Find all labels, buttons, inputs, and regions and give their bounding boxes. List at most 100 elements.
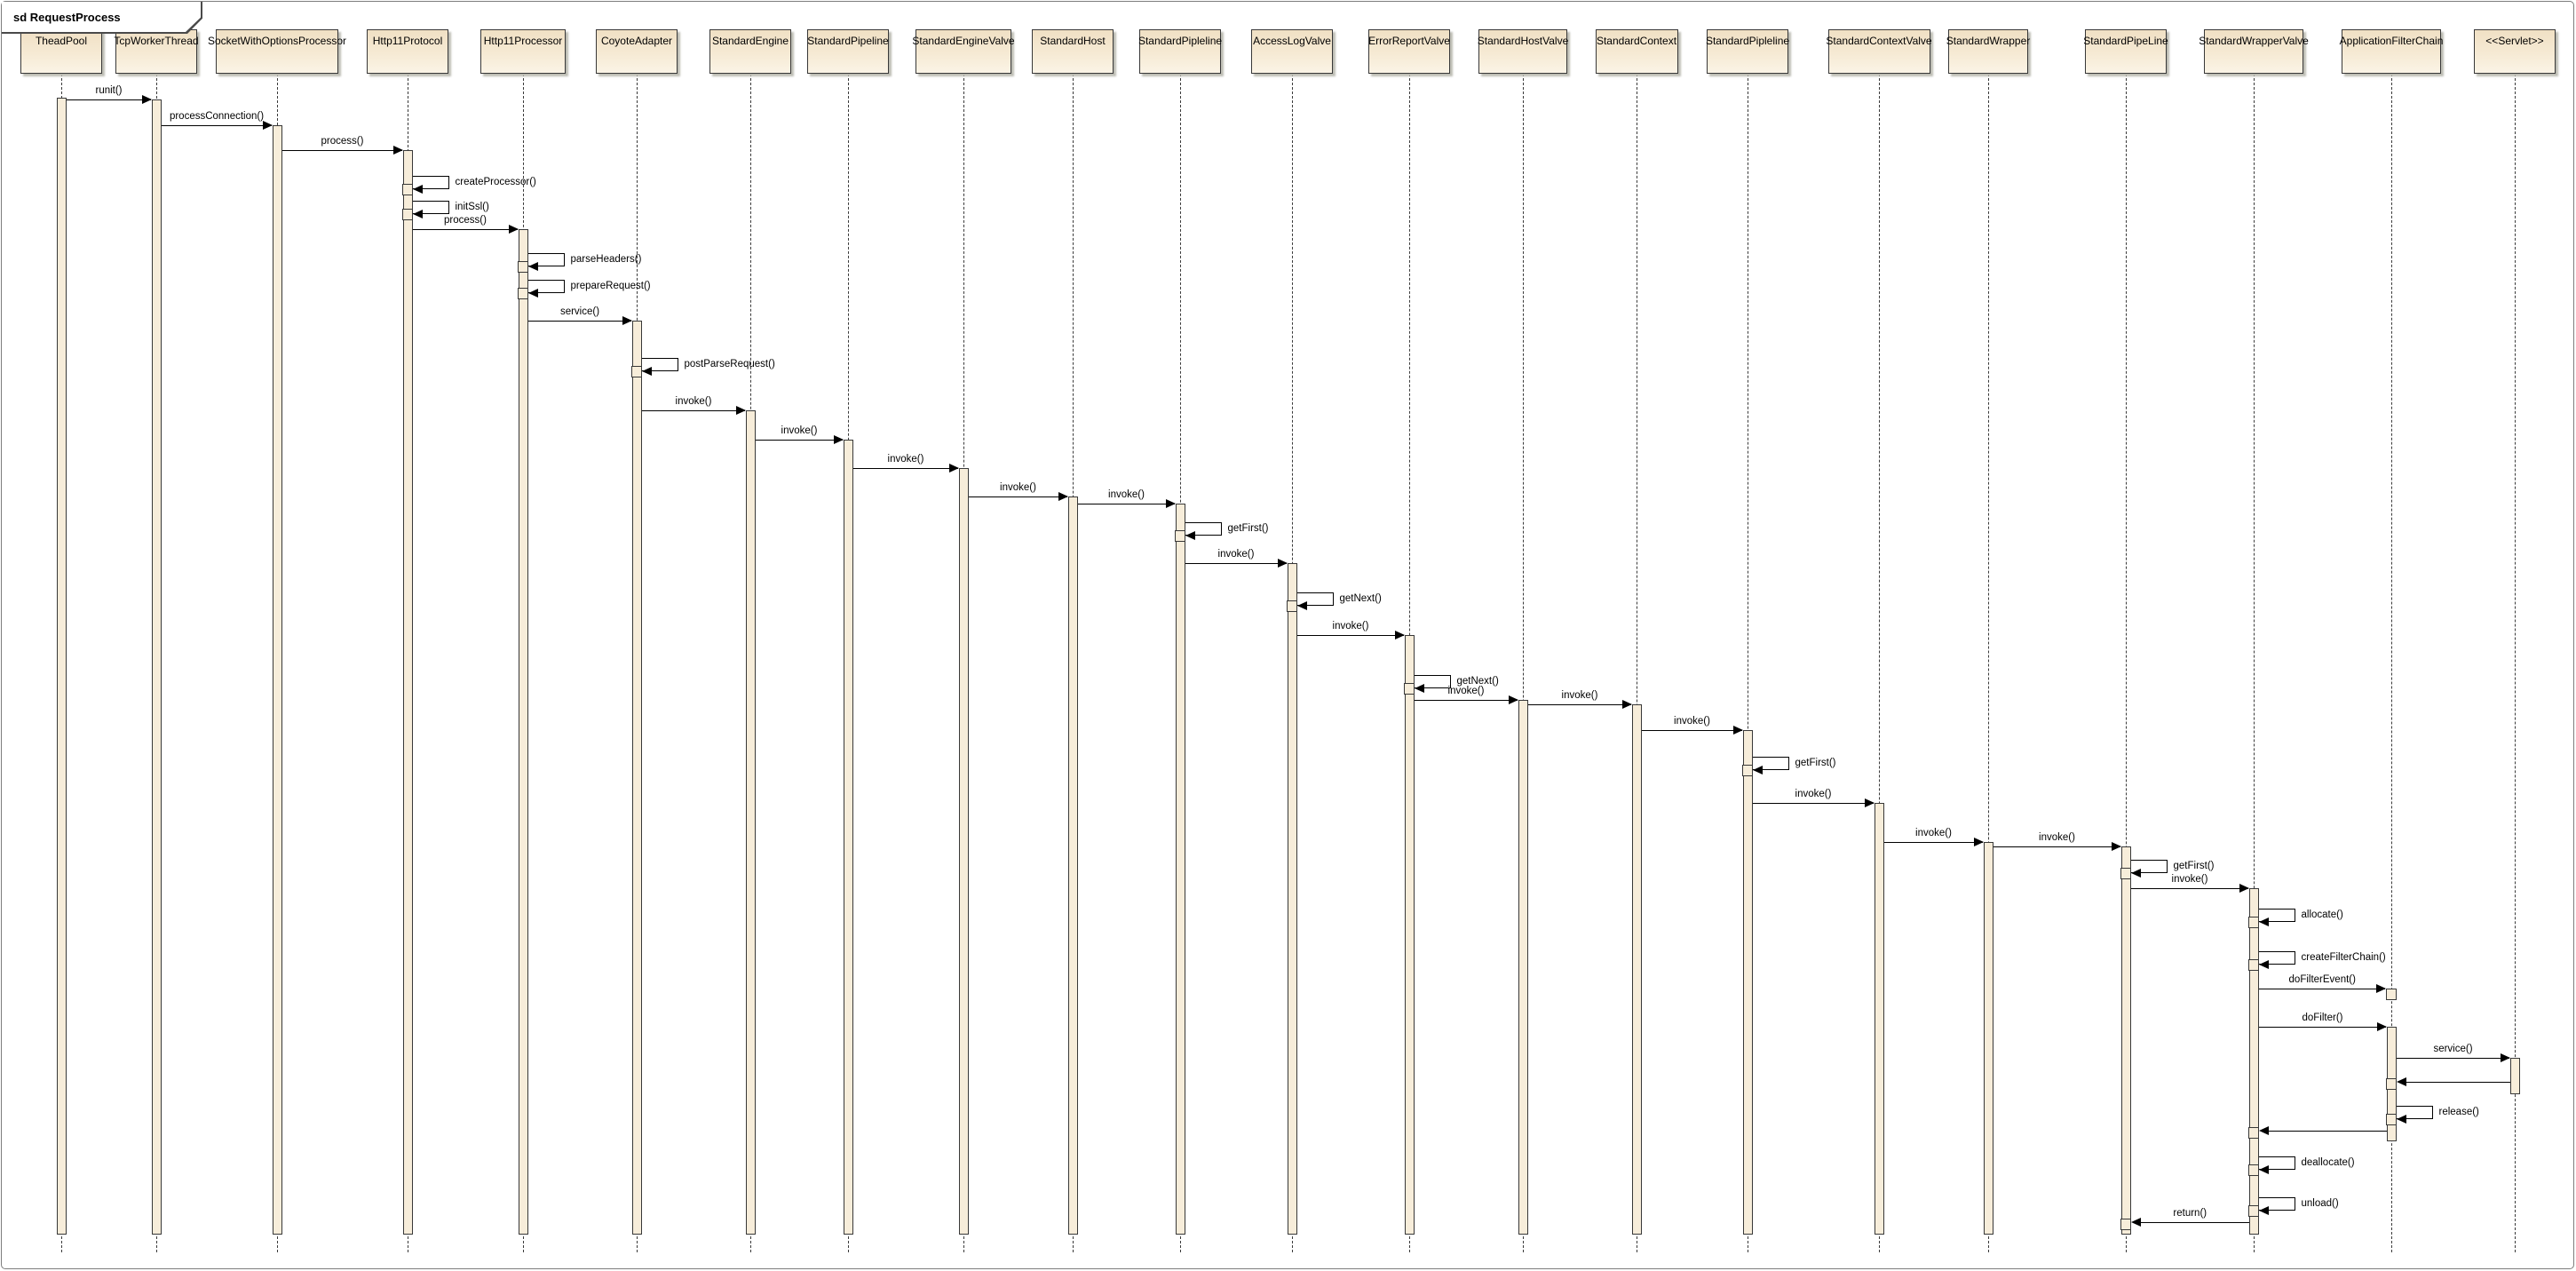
- message-arrowhead: [1621, 700, 1632, 709]
- nested-activation-box: [518, 288, 528, 299]
- message-arrowhead: [1394, 631, 1405, 639]
- message-label: invoke(): [2039, 832, 2075, 843]
- message-arrowhead: [1753, 766, 1763, 775]
- message-arrowhead: [262, 121, 273, 130]
- message-line: [1185, 563, 1287, 564]
- nested-activation-box: [1742, 765, 1753, 776]
- nested-activation-box: [2248, 917, 2259, 928]
- lifeline-box: StandardWrapper: [1946, 29, 2030, 74]
- message-arrowhead: [413, 185, 423, 194]
- lifeline-box: StandardPipeLine: [2083, 29, 2168, 74]
- message-label: invoke(): [1674, 716, 1710, 727]
- message-label: initSsl(): [455, 202, 489, 212]
- activation-bar: [1175, 504, 1185, 1235]
- self-message-loop: [2258, 909, 2295, 922]
- activation-bar: [1404, 635, 1415, 1235]
- lifeline-box: Http11Processor: [480, 29, 566, 74]
- message-line: [412, 229, 518, 230]
- activation-bar: [518, 229, 528, 1235]
- nested-activation-box: [1287, 600, 1297, 612]
- message-arrowhead: [2131, 1218, 2141, 1227]
- frame-title: sd RequestProcess: [2, 2, 201, 32]
- message-line: [2396, 1058, 2509, 1059]
- message-line: [1296, 635, 1404, 636]
- message-arrowhead: [948, 464, 959, 473]
- message-label: getFirst(): [2173, 861, 2215, 871]
- message-arrowhead: [2239, 884, 2249, 893]
- message-arrowhead: [2259, 918, 2269, 926]
- lifeline-box: StandardHost: [1032, 29, 1114, 74]
- message-arrowhead: [1973, 838, 1984, 846]
- message-label: parseHeaders(): [570, 254, 642, 265]
- self-message-loop: [2258, 1197, 2295, 1211]
- message-line: [1752, 803, 1874, 804]
- message-label: deallocate(): [2301, 1157, 2355, 1168]
- message-arrowhead: [735, 406, 746, 415]
- activation-bar: [151, 99, 162, 1235]
- message-arrowhead: [413, 210, 423, 218]
- message-label: getFirst(): [1795, 758, 1836, 768]
- activation-bar: [1742, 730, 1753, 1235]
- message-arrowhead: [1297, 601, 1307, 610]
- message-label: invoke(): [1217, 549, 1255, 560]
- message-label: invoke(): [781, 425, 818, 436]
- nested-activation-box: [2386, 989, 2397, 1000]
- self-message-loop: [2130, 860, 2168, 873]
- message-line: [1641, 730, 1742, 731]
- lifeline-box: ApplicationFilterChain: [2340, 29, 2443, 74]
- message-label: invoke(): [1000, 482, 1036, 493]
- message-arrowhead: [528, 289, 538, 298]
- activation-bar: [2509, 1058, 2520, 1094]
- nested-activation-box: [518, 261, 528, 273]
- message-line: [755, 440, 843, 441]
- lifeline-line: [2391, 74, 2392, 1252]
- lifeline-box: StandardContextValve: [1826, 29, 1932, 74]
- message-label: createProcessor(): [455, 177, 536, 187]
- message-line: [1527, 704, 1631, 705]
- nested-activation-box: [2248, 1164, 2259, 1176]
- message-label: doFilter(): [2302, 1013, 2343, 1023]
- lifeline-line: [2515, 74, 2516, 1252]
- nested-activation-box: [2120, 868, 2131, 879]
- message-label: createFilterChain(): [2301, 952, 2386, 963]
- message-line: [1883, 842, 1983, 843]
- message-arrowhead: [1165, 499, 1176, 508]
- message-arrowhead: [2259, 1165, 2269, 1174]
- self-message-loop: [1296, 592, 1334, 606]
- self-message-loop: [2258, 1156, 2295, 1170]
- lifeline-box: StandardHostValve: [1478, 29, 1568, 74]
- lifeline-box: StandardEngine: [709, 29, 791, 74]
- activation-bar: [56, 98, 67, 1235]
- activation-bar: [2248, 888, 2259, 1235]
- lifeline-line: [2126, 74, 2127, 1252]
- message-line: [2258, 1027, 2386, 1028]
- message-arrowhead: [2259, 1206, 2269, 1215]
- nested-activation-box: [402, 184, 413, 195]
- message-label: return(): [2173, 1208, 2207, 1219]
- nested-activation-box: [2386, 1114, 2397, 1125]
- self-message-loop: [1752, 757, 1789, 770]
- activation-bar: [1983, 842, 1993, 1235]
- self-message-loop: [527, 253, 565, 266]
- message-arrowhead: [2259, 960, 2269, 969]
- message-label: process(): [444, 215, 487, 226]
- nested-activation-box: [402, 209, 413, 220]
- lifeline-box: StandardPipeline: [807, 29, 889, 74]
- self-message-loop: [412, 176, 449, 189]
- nested-activation-box: [631, 366, 642, 377]
- activation-bar: [843, 440, 853, 1235]
- nested-activation-box: [2120, 1219, 2131, 1230]
- lifeline-box: <<Servlet>>: [2474, 29, 2556, 74]
- message-label: service(): [2433, 1044, 2473, 1054]
- message-arrowhead: [528, 262, 538, 271]
- lifeline-line: [2254, 74, 2255, 1252]
- message-label: invoke(): [1332, 621, 1369, 632]
- message-label: invoke(): [2171, 874, 2208, 885]
- message-label: getNext(): [1339, 593, 1382, 604]
- message-arrowhead: [2259, 1126, 2269, 1135]
- activation-bar: [1067, 496, 1078, 1235]
- message-arrowhead: [2397, 1115, 2406, 1124]
- self-message-loop: [527, 280, 565, 293]
- nested-activation-box: [1404, 683, 1415, 695]
- message-label: getNext(): [1456, 676, 1499, 687]
